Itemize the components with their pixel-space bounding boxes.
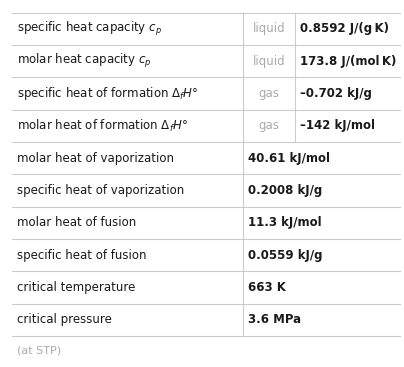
Text: 173.8 J/(mol K): 173.8 J/(mol K) [300, 55, 396, 68]
Text: 40.61 kJ/mol: 40.61 kJ/mol [248, 152, 330, 165]
Text: liquid: liquid [253, 55, 285, 68]
Text: 0.2008 kJ/g: 0.2008 kJ/g [248, 184, 322, 197]
Text: 3.6 MPa: 3.6 MPa [248, 313, 301, 326]
Text: molar heat of fusion: molar heat of fusion [17, 216, 136, 229]
Text: 0.0559 kJ/g: 0.0559 kJ/g [248, 248, 322, 262]
Text: 663 K: 663 K [248, 281, 286, 294]
Text: gas: gas [259, 119, 280, 132]
Text: specific heat of formation $\Delta_f H°$: specific heat of formation $\Delta_f H°$ [17, 85, 198, 102]
Text: specific heat capacity $c_p$: specific heat capacity $c_p$ [17, 20, 162, 38]
Text: molar heat of vaporization: molar heat of vaporization [17, 152, 174, 165]
Text: specific heat of fusion: specific heat of fusion [17, 248, 147, 262]
Text: –0.702 kJ/g: –0.702 kJ/g [300, 87, 372, 100]
Text: 11.3 kJ/mol: 11.3 kJ/mol [248, 216, 321, 229]
Text: critical pressure: critical pressure [17, 313, 112, 326]
Text: 0.8592 J/(g K): 0.8592 J/(g K) [300, 22, 389, 36]
Text: molar heat of formation $\Delta_f H°$: molar heat of formation $\Delta_f H°$ [17, 118, 188, 134]
Text: specific heat of vaporization: specific heat of vaporization [17, 184, 184, 197]
Text: critical temperature: critical temperature [17, 281, 135, 294]
Text: –142 kJ/mol: –142 kJ/mol [300, 119, 375, 132]
Text: (at STP): (at STP) [17, 345, 61, 356]
Text: molar heat capacity $c_p$: molar heat capacity $c_p$ [17, 52, 152, 70]
Text: gas: gas [259, 87, 280, 100]
Text: liquid: liquid [253, 22, 285, 36]
